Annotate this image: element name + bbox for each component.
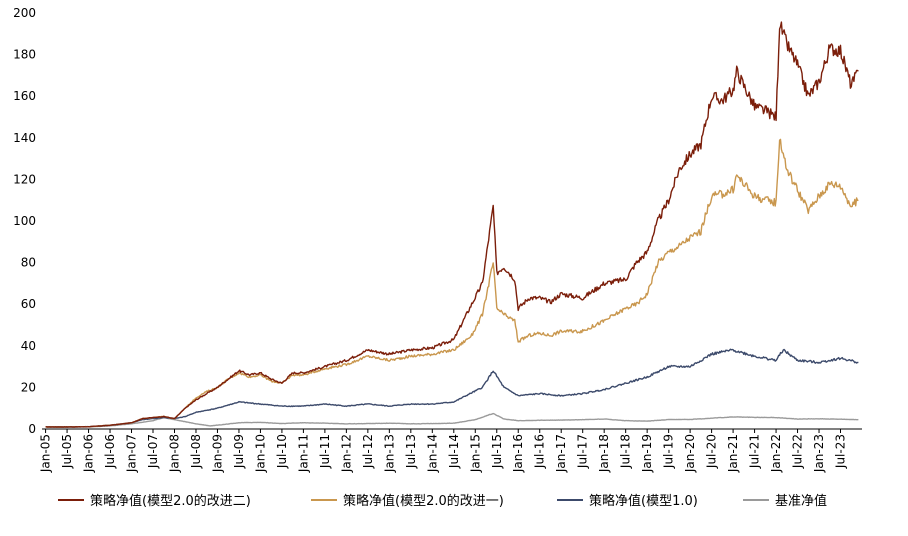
x-tick-label: Jan-09	[210, 434, 224, 473]
x-tick-label: Jul-18	[619, 434, 633, 469]
y-tick-label: 40	[21, 339, 36, 353]
x-tick-label: Jul-19	[662, 434, 676, 469]
series-line-3	[45, 412, 859, 428]
x-tick-label: Jan-08	[167, 434, 181, 473]
y-tick-label: 140	[13, 131, 36, 145]
x-axis: Jan-05 Jul-05 Jan-06 Jul-06 Jan-07 Jul-07 Jan-…	[39, 428, 862, 473]
series-line-0	[45, 21, 859, 428]
x-tick-label: Jan-17	[554, 434, 568, 473]
y-tick-label: 180	[13, 48, 36, 62]
x-tick-label: Jul-05	[60, 434, 74, 469]
series-line-2	[45, 348, 859, 428]
x-tick-label: Jul-12	[361, 434, 375, 469]
y-tick-label: 120	[13, 172, 36, 186]
x-tick-label: Jan-05	[39, 434, 53, 473]
x-tick-label: Jul-10	[275, 434, 289, 469]
series-lines	[45, 21, 859, 428]
y-axis: 0 20 40 60 80 100 120 140 160 180 200	[13, 6, 36, 436]
legend-label-3: 基准净值	[775, 493, 827, 509]
x-tick-label: Jan-13	[382, 434, 396, 473]
x-tick-label: Jul-11	[318, 434, 332, 469]
x-tick-label: Jul-22	[791, 434, 805, 469]
series-line-1	[45, 138, 859, 428]
y-tick-label: 60	[21, 297, 36, 311]
x-tick-label: Jan-15	[468, 434, 482, 473]
x-tick-label: Jan-14	[425, 434, 439, 473]
x-tick-label: Jan-23	[812, 434, 826, 473]
x-tick-label: Jan-20	[683, 434, 697, 473]
y-tick-label: 0	[28, 422, 36, 436]
x-tick-label: Jan-06	[82, 434, 96, 473]
legend-label-2: 策略净值(模型1.0)	[589, 493, 698, 509]
x-tick-label: Jul-20	[705, 434, 719, 469]
x-tick-label: Jan-12	[339, 434, 353, 473]
x-tick-label: Jul-08	[189, 434, 203, 469]
x-tick-label: Jul-16	[533, 434, 547, 469]
x-tick-label: Jan-16	[511, 434, 525, 473]
x-tick-label: Jul-15	[490, 434, 504, 469]
x-tick-label: Jan-18	[597, 434, 611, 473]
x-tick-label: Jan-22	[769, 434, 783, 473]
x-tick-label: Jul-23	[834, 434, 848, 469]
y-tick-label: 20	[21, 380, 36, 394]
y-tick-label: 100	[13, 214, 36, 228]
x-tick-label: Jul-17	[576, 434, 590, 469]
x-tick-label: Jul-14	[447, 434, 461, 469]
x-tick-label: Jul-06	[103, 434, 117, 469]
x-tick-label: Jul-21	[748, 434, 762, 469]
x-tick-label: Jan-19	[640, 434, 654, 473]
y-tick-label: 200	[13, 6, 36, 20]
x-tick-label: Jan-10	[253, 434, 267, 473]
y-tick-label: 80	[21, 256, 36, 270]
x-tick-label: Jul-07	[146, 434, 160, 469]
legend-label-1: 策略净值(模型2.0的改进一)	[343, 493, 504, 509]
x-tick-label: Jan-07	[125, 434, 139, 473]
x-tick-label: Jul-09	[232, 434, 246, 469]
x-tick-label: Jul-13	[404, 434, 418, 469]
x-tick-label: Jan-21	[726, 434, 740, 473]
legend: 策略净值(模型2.0的改进二) 策略净值(模型2.0的改进一) 策略净值(模型1.0…	[58, 493, 827, 509]
x-tick-label: Jan-11	[296, 434, 310, 473]
legend-label-0: 策略净值(模型2.0的改进二)	[90, 493, 251, 509]
y-tick-label: 160	[13, 89, 36, 103]
